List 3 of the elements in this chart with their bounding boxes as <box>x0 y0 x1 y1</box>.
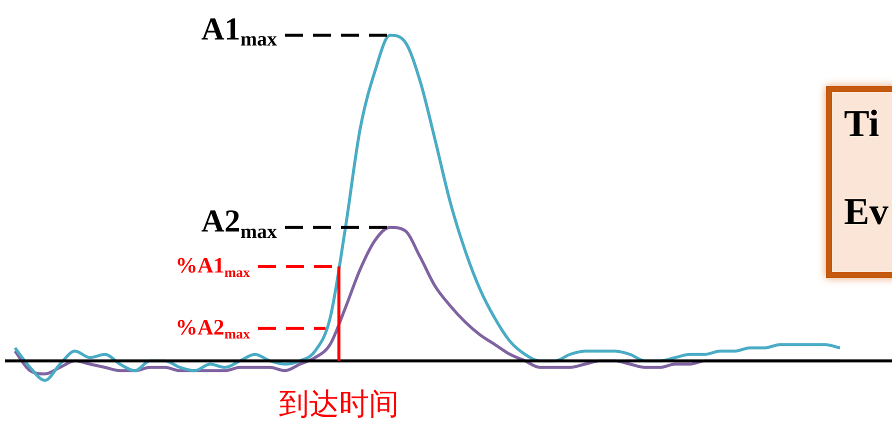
annotation: Ti <box>844 102 880 146</box>
annotation: Ev <box>844 190 888 234</box>
text: 到达时间 <box>278 386 399 422</box>
